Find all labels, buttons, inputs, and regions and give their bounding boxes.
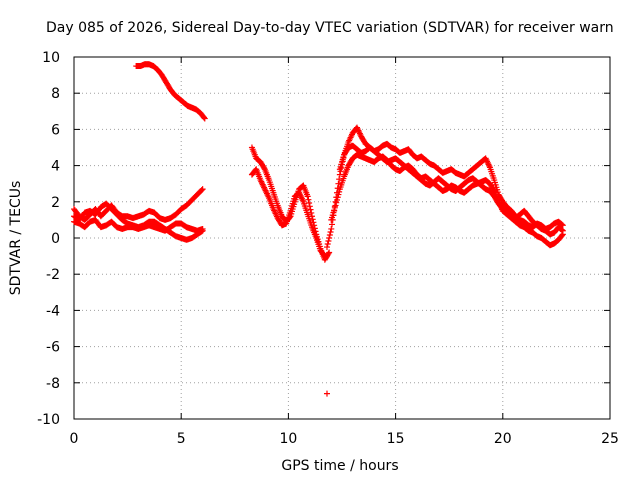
data-point xyxy=(325,250,332,257)
data-point xyxy=(333,199,340,206)
data-point xyxy=(261,165,268,172)
data-point xyxy=(326,231,333,238)
data-point xyxy=(304,193,311,200)
y-tick-label: 2 xyxy=(51,195,60,211)
data-point xyxy=(326,249,333,256)
data-point xyxy=(323,390,330,397)
data-point xyxy=(321,253,328,260)
data-points xyxy=(71,61,566,397)
x-tick-label: 20 xyxy=(494,431,512,447)
data-point xyxy=(198,228,205,235)
data-point xyxy=(335,180,342,187)
grid xyxy=(74,57,610,419)
x-axis-title: GPS time / hours xyxy=(281,458,398,474)
data-point xyxy=(559,221,566,228)
y-axis-title: SDTVAR / TECUs xyxy=(8,181,24,296)
data-point xyxy=(328,225,335,232)
chart-title: Day 085 of 2026, Sidereal Day-to-day VTE… xyxy=(46,20,614,36)
data-point xyxy=(327,228,334,235)
data-point xyxy=(328,221,335,228)
data-point xyxy=(201,115,208,122)
y-tick-label: 6 xyxy=(51,122,60,138)
y-tick-label: 0 xyxy=(51,231,60,247)
axis-ticks: 0 5 10 15 20 25 -10 -8 -6 -4 -2 0 2 4 6 8 10 xyxy=(37,50,619,447)
x-tick-label: 25 xyxy=(601,431,619,447)
data-point xyxy=(306,200,313,207)
data-point xyxy=(333,196,340,203)
data-point xyxy=(323,244,330,251)
data-point xyxy=(305,196,312,203)
data-point xyxy=(559,232,566,239)
data-point xyxy=(335,191,342,198)
data-point xyxy=(336,171,343,178)
y-tick-label: -4 xyxy=(46,303,60,319)
y-tick-label: -2 xyxy=(46,267,60,283)
data-point xyxy=(324,241,331,248)
data-point xyxy=(198,187,205,194)
x-tick-label: 15 xyxy=(387,431,405,447)
data-point xyxy=(321,252,328,259)
x-tick-label: 0 xyxy=(70,431,79,447)
y-tick-label: -6 xyxy=(46,340,60,356)
data-point xyxy=(559,227,566,234)
data-point xyxy=(336,188,343,195)
x-tick-label: 5 xyxy=(177,431,186,447)
data-point xyxy=(325,238,332,245)
data-point xyxy=(307,206,314,213)
data-point xyxy=(559,222,566,229)
data-point xyxy=(306,203,313,210)
data-point xyxy=(201,114,208,121)
y-tick-label: 10 xyxy=(42,50,60,66)
x-tick-label: 10 xyxy=(279,431,297,447)
y-tick-label: -8 xyxy=(46,376,60,392)
y-tick-label: 8 xyxy=(51,86,60,102)
data-point xyxy=(199,227,206,234)
data-point xyxy=(336,176,343,183)
data-point xyxy=(326,235,333,241)
data-point xyxy=(308,209,315,216)
data-point xyxy=(559,227,566,234)
data-point xyxy=(199,186,206,193)
data-point xyxy=(332,202,339,209)
y-tick-label: 4 xyxy=(51,159,60,175)
data-point xyxy=(334,194,341,201)
y-tick-label: -10 xyxy=(37,412,60,428)
